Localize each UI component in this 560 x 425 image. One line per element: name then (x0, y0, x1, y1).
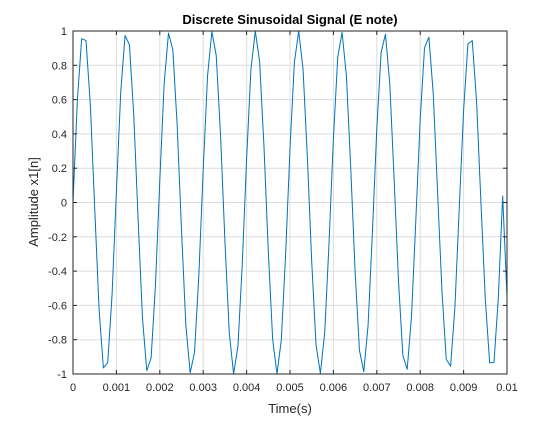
x-tick-label: 0.004 (233, 382, 261, 394)
x-tick-label: 0.002 (146, 382, 174, 394)
y-tick-label: -0.2 (48, 232, 67, 244)
x-tick-label: 0.003 (189, 382, 217, 394)
chart-title: Discrete Sinusoidal Signal (E note) (182, 12, 397, 27)
x-tick-labels: 0 0.001 0.002 0.003 0.004 0.005 0.006 0.007 0.00… (70, 382, 518, 394)
y-tick-labels: -1 -0.8 -0.6 -0.4 -0.2 0 0.2 0.4 0.6 0.8 1 (48, 26, 67, 381)
x-tick-label: 0.009 (450, 382, 478, 394)
x-tick-label: 0.01 (496, 382, 517, 394)
y-axis-label: Amplitude x1[n] (26, 157, 41, 247)
x-tick-label: 0.005 (276, 382, 304, 394)
y-tick-label: 0.4 (52, 129, 67, 141)
x-tick-label: 0.006 (320, 382, 348, 394)
y-tick-label: 0.6 (52, 95, 67, 107)
series-line (72, 30, 508, 375)
y-tick-label: 0.2 (52, 163, 67, 175)
tick-marks (72, 30, 508, 375)
x-tick-label: 0 (70, 382, 76, 394)
x-tick-label: 0.008 (406, 382, 434, 394)
y-tick-label: 1 (61, 26, 67, 38)
x-axis-label: Time(s) (268, 401, 312, 416)
x-tick-label: 0.001 (103, 382, 131, 394)
y-tick-label: -1 (57, 369, 67, 381)
y-tick-label: -0.4 (48, 266, 67, 278)
y-tick-label: -0.8 (48, 335, 67, 347)
y-tick-label: 0 (61, 198, 67, 210)
y-tick-label: 0.8 (52, 60, 67, 72)
x-tick-label: 0.007 (363, 382, 391, 394)
series-layer (72, 30, 508, 375)
y-tick-label: -0.6 (48, 300, 67, 312)
